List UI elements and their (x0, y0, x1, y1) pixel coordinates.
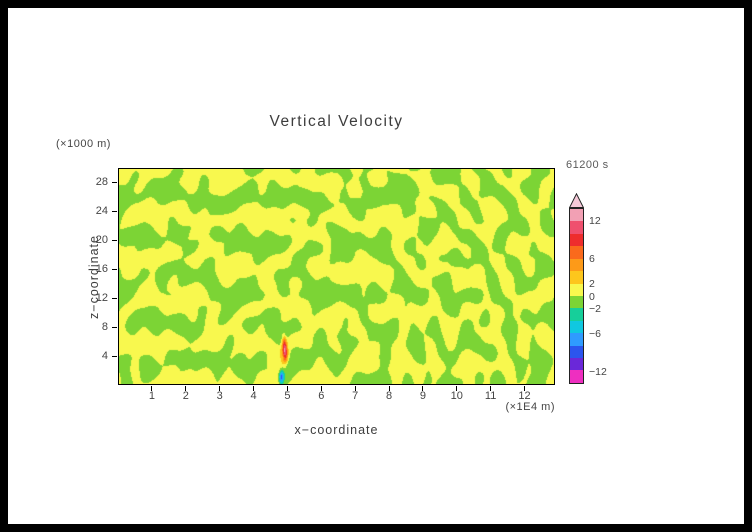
x-tick (253, 386, 254, 391)
x-tick-label: 4 (250, 390, 257, 402)
x-tick-label: 9 (419, 390, 426, 402)
colorbar-cell (570, 221, 583, 234)
colorbar-cell (570, 295, 583, 309)
colorbar-cell (570, 258, 583, 272)
y-tick-label: 28 (95, 176, 108, 189)
y-tick (112, 210, 117, 212)
plot-title: Vertical Velocity (269, 113, 404, 130)
x-tick (320, 386, 322, 391)
colorbar-cell (570, 320, 583, 334)
y-tick (112, 297, 117, 299)
x-tick-label: 12 (518, 390, 531, 402)
y-tick-label: 12 (95, 292, 108, 305)
x-tick (422, 386, 424, 391)
y-tick (112, 181, 117, 183)
y-axis-unit-label: (×1000 m) (56, 138, 111, 150)
x-tick-label: 7 (352, 390, 359, 402)
x-tick-label: 3 (216, 390, 223, 402)
colorbar-cell (570, 246, 583, 259)
x-tick (219, 386, 221, 391)
y-tick-label: 24 (95, 205, 108, 218)
colorbar-cell (570, 333, 583, 346)
y-tick (112, 239, 117, 241)
y-tick-label: 20 (95, 234, 108, 247)
colorbar-tick-label: 2 (589, 277, 595, 290)
x-tick-label: 8 (385, 390, 393, 402)
colorbar-tick-label: −2 (589, 303, 601, 316)
x-tick (524, 386, 525, 391)
colorbar-cell (570, 271, 583, 284)
x-axis-label: x−coordinate (294, 423, 379, 437)
colorbar-tick-label: −12 (589, 365, 607, 378)
y-tick (112, 326, 117, 328)
x-tick (456, 386, 458, 391)
x-tick (185, 386, 187, 391)
x-tick (388, 386, 390, 391)
x-axis-unit-label: (×1E4 m) (505, 401, 555, 413)
x-tick-label: 5 (284, 390, 291, 402)
x-tick-label: 10 (450, 390, 463, 402)
y-tick-label: 16 (95, 263, 108, 276)
colorbar (569, 208, 584, 384)
colorbar-cell (570, 233, 583, 247)
y-axis-label: z−coordinate (87, 235, 101, 319)
x-tick-label: 11 (484, 390, 497, 402)
colorbar-tick-label: 12 (589, 215, 601, 228)
colorbar-cell (570, 345, 583, 359)
x-tick (354, 386, 356, 391)
x-tick (490, 386, 492, 391)
colorbar-tick-label: 0 (589, 290, 595, 303)
x-tick (286, 386, 288, 391)
y-tick (112, 355, 117, 357)
x-tick (151, 386, 153, 391)
colorbar-cell (570, 283, 583, 296)
colorbar-overflow-arrow-icon (569, 193, 584, 208)
x-tick-label: 6 (318, 390, 325, 402)
colorbar-cell (570, 358, 583, 371)
y-tick-label: 8 (101, 321, 108, 334)
colorbar-tick-label: 6 (589, 252, 595, 265)
y-tick-label: 4 (101, 350, 108, 363)
colorbar-cell (570, 308, 583, 321)
colorbar-cell (570, 370, 583, 383)
plot-frame (118, 168, 555, 385)
colorbar-tick-label: −6 (589, 328, 601, 341)
x-tick-label: 1 (148, 390, 155, 402)
heatmap-canvas (119, 169, 554, 384)
colorbar-cell (570, 209, 583, 222)
y-tick (112, 268, 117, 270)
x-tick-label: 2 (182, 390, 189, 402)
timestamp-label: 61200 s (566, 159, 609, 171)
